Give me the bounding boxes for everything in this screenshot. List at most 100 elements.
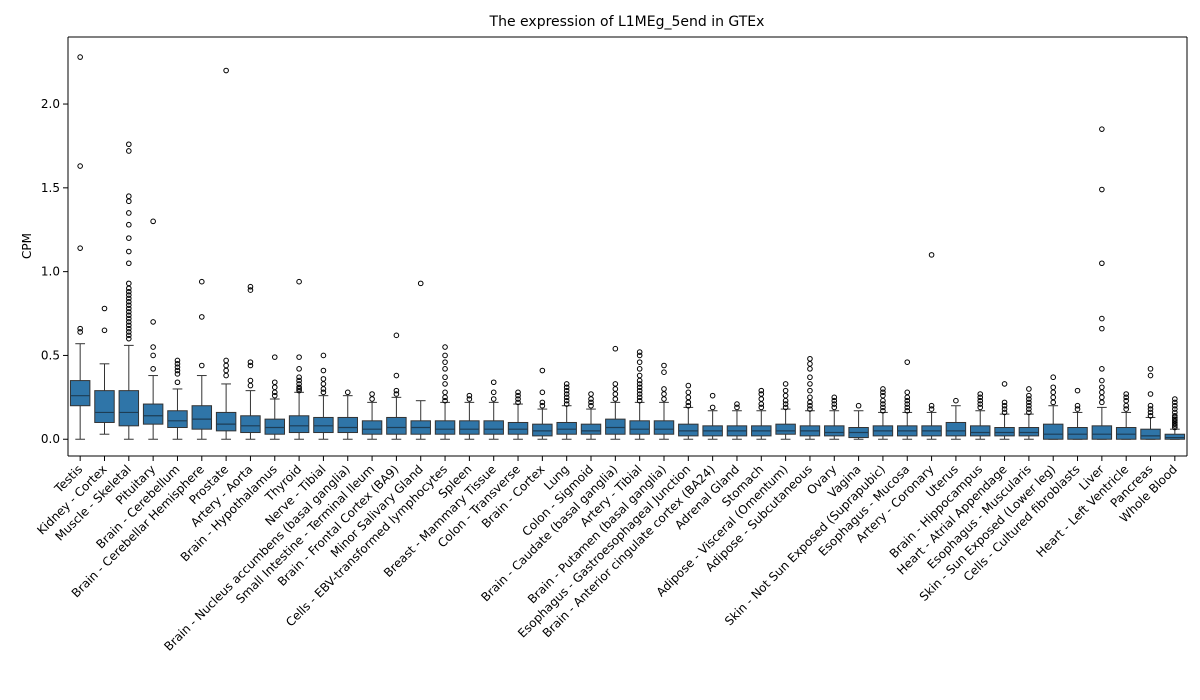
outlier-point bbox=[320, 386, 327, 392]
outlier-point bbox=[126, 332, 132, 339]
outlier-point bbox=[223, 372, 229, 379]
outlier-point bbox=[758, 404, 765, 411]
outlier-point bbox=[1026, 406, 1032, 412]
outlier-point bbox=[977, 397, 984, 404]
outlier-point bbox=[126, 221, 132, 228]
box-group bbox=[824, 394, 845, 440]
box-group bbox=[1067, 387, 1088, 440]
box-group bbox=[118, 141, 140, 440]
box bbox=[191, 405, 213, 430]
outlier-point bbox=[369, 391, 375, 397]
outlier-point bbox=[661, 391, 667, 397]
box-group bbox=[434, 344, 456, 440]
box-group bbox=[775, 381, 796, 440]
box bbox=[678, 423, 699, 437]
outlier-point bbox=[758, 391, 765, 397]
box-group bbox=[191, 278, 213, 440]
outlier-point bbox=[320, 376, 327, 382]
outlier-point bbox=[417, 280, 424, 287]
outlier-point bbox=[442, 374, 448, 381]
outlier-point bbox=[1074, 406, 1081, 412]
outlier-point bbox=[393, 387, 400, 394]
outlier-point bbox=[904, 397, 911, 404]
outlier-point bbox=[904, 401, 911, 407]
outlier-point bbox=[1099, 377, 1105, 384]
outlier-point bbox=[126, 335, 132, 342]
box-group bbox=[142, 218, 164, 440]
outlier-point bbox=[612, 391, 619, 397]
box bbox=[532, 423, 553, 437]
outlier-point bbox=[880, 401, 886, 407]
outlier-point bbox=[636, 394, 643, 401]
outlier-point bbox=[685, 382, 692, 389]
outlier-point bbox=[1026, 396, 1032, 402]
y-tick-label: 0.0 bbox=[41, 432, 60, 446]
outlier-point bbox=[831, 397, 838, 404]
outlier-point bbox=[563, 401, 570, 407]
outlier-point bbox=[758, 401, 765, 407]
box-group bbox=[580, 391, 602, 440]
outlier-point bbox=[1099, 315, 1105, 322]
box-group bbox=[848, 402, 869, 440]
outlier-point bbox=[904, 389, 911, 396]
box-group bbox=[678, 382, 699, 440]
box-group bbox=[1115, 391, 1137, 440]
box-group bbox=[1164, 396, 1186, 440]
box-group bbox=[94, 305, 115, 435]
outlier-point bbox=[393, 391, 400, 397]
box bbox=[1115, 427, 1137, 440]
outlier-point bbox=[247, 287, 254, 293]
outlier-point bbox=[126, 309, 132, 315]
outlier-point bbox=[101, 327, 108, 334]
outlier-point bbox=[442, 366, 448, 372]
outlier-point bbox=[636, 366, 643, 372]
outlier-point bbox=[855, 402, 862, 409]
box bbox=[629, 420, 650, 435]
outlier-point bbox=[880, 386, 886, 392]
box bbox=[167, 410, 188, 429]
box-group bbox=[799, 355, 821, 440]
outlier-point bbox=[1147, 406, 1154, 412]
outlier-point bbox=[928, 406, 935, 412]
box bbox=[215, 411, 237, 432]
box-group bbox=[605, 345, 626, 440]
outlier-point bbox=[393, 332, 400, 339]
y-axis-label: CPM bbox=[20, 233, 34, 259]
box-group bbox=[653, 362, 675, 440]
outlier-point bbox=[880, 404, 886, 411]
outlier-point bbox=[126, 280, 132, 287]
outlier-point bbox=[807, 355, 813, 362]
outlier-point bbox=[296, 381, 302, 387]
box bbox=[1140, 428, 1161, 440]
outlier-point bbox=[126, 248, 132, 255]
outlier-point bbox=[661, 369, 667, 376]
outlier-point bbox=[442, 359, 448, 365]
box bbox=[337, 416, 358, 434]
outlier-point bbox=[1074, 402, 1081, 409]
outlier-point bbox=[1123, 394, 1129, 401]
outlier-point bbox=[198, 314, 205, 320]
outlier-point bbox=[1026, 386, 1032, 392]
outlier-point bbox=[150, 218, 156, 225]
y-tick-label: 1.0 bbox=[41, 265, 60, 279]
outlier-point bbox=[1099, 394, 1105, 401]
box-group bbox=[386, 332, 407, 440]
outlier-point bbox=[807, 366, 813, 372]
outlier-point bbox=[612, 345, 619, 352]
outlier-point bbox=[1123, 406, 1129, 412]
outlier-point bbox=[685, 394, 692, 401]
box-group bbox=[240, 283, 261, 440]
outlier-point bbox=[466, 396, 473, 402]
outlier-point bbox=[490, 389, 497, 396]
box-group bbox=[288, 278, 310, 440]
outlier-point bbox=[807, 394, 813, 401]
outlier-point bbox=[782, 387, 789, 394]
box-group bbox=[1140, 366, 1161, 440]
outlier-point bbox=[296, 374, 302, 381]
chart-title: The expression of L1MEg_5end in GTEx bbox=[489, 14, 765, 30]
outlier-point bbox=[563, 397, 570, 404]
outlier-point bbox=[393, 372, 400, 379]
outlier-point bbox=[831, 401, 838, 407]
outlier-point bbox=[1050, 389, 1057, 396]
box-group bbox=[921, 252, 942, 440]
